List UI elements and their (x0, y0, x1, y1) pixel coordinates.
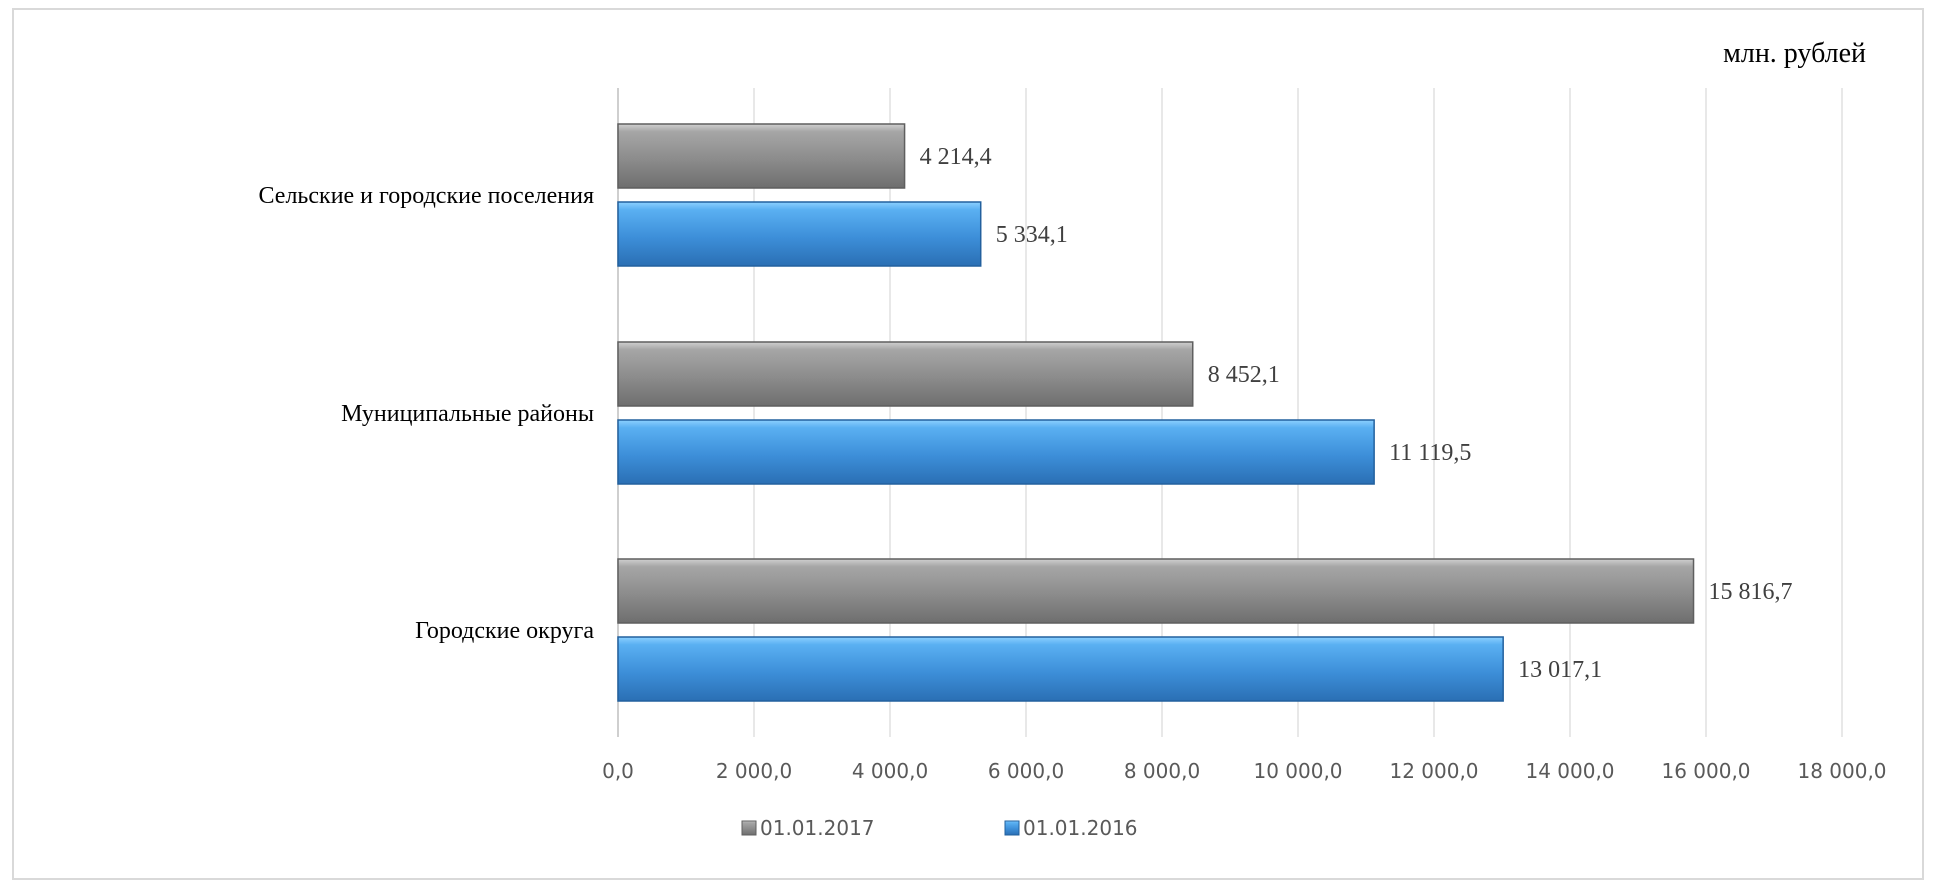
x-tick-label: 2 000,0 (716, 759, 792, 783)
labels: 0,0 2 000,0 4 000,0 6 000,0 8 000,0 10 000,0 1… (259, 144, 1887, 840)
x-tick-label: 6 000,0 (988, 759, 1064, 783)
data-label: 13 017,1 (1518, 657, 1602, 683)
data-label: 5 334,1 (996, 222, 1068, 248)
legend-label: 01.01.2017 (760, 816, 875, 840)
bars (617, 123, 1695, 702)
x-tick-label: 14 000,0 (1525, 759, 1614, 783)
bar-01.01.2016 (617, 201, 982, 267)
x-tick-label: 18 000,0 (1797, 759, 1886, 783)
unit-label: млн. рублей (1723, 38, 1866, 69)
category-label: Сельские и городские поселения (259, 183, 595, 209)
legend-swatch (1004, 820, 1020, 836)
legend-swatch (741, 820, 757, 836)
bar-01.01.2017 (617, 341, 1194, 407)
bar-01.01.2017 (617, 558, 1695, 624)
x-tick-label: 10 000,0 (1253, 759, 1342, 783)
x-tick-label: 8 000,0 (1124, 759, 1200, 783)
x-tick-label: 16 000,0 (1661, 759, 1750, 783)
x-tick-label: 12 000,0 (1389, 759, 1478, 783)
x-tick-label: 0,0 (602, 759, 634, 783)
data-label: 11 119,5 (1389, 440, 1471, 466)
x-tick-label: 4 000,0 (852, 759, 928, 783)
data-label: 15 816,7 (1709, 579, 1793, 605)
category-label: Муниципальные районы (341, 401, 594, 427)
gridlines (617, 88, 1843, 737)
data-label: 8 452,1 (1208, 362, 1280, 388)
category-label: Городские округа (415, 618, 594, 644)
bar-01.01.2016 (617, 419, 1375, 485)
bar-01.01.2017 (617, 123, 906, 189)
legend-label: 01.01.2016 (1023, 816, 1138, 840)
data-label: 4 214,4 (920, 144, 992, 170)
bar-01.01.2016 (617, 636, 1504, 702)
